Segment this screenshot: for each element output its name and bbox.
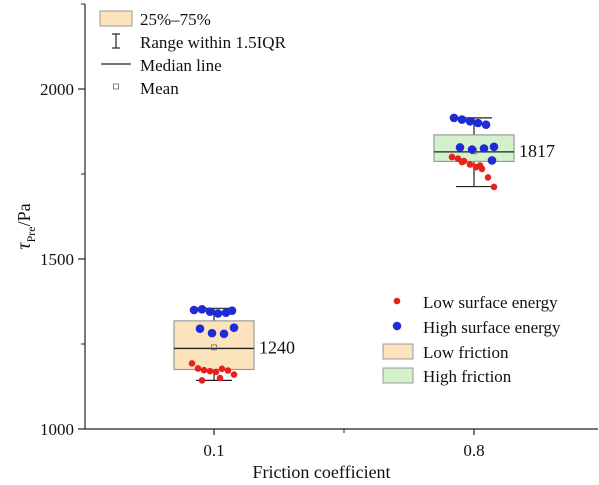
legend-dot-swatch [393,297,401,305]
high-energy-point [205,307,215,317]
legend-top-label: Mean [140,79,179,98]
y-axis-label-unit: /Pa [14,203,34,226]
mean-marker [211,344,217,351]
low-energy-point [212,368,220,376]
box-value-label: 1817 [519,141,555,161]
high-energy-point [449,113,459,123]
legend-dot-swatch [392,321,402,331]
low-energy-point [188,360,196,367]
low-energy-point [198,377,206,384]
high-energy-point [219,329,229,339]
y-axis-label-symbol: τ [13,242,35,250]
legend-box-swatch [382,343,414,360]
legend-mean-swatch [113,83,119,90]
legend-bottom-label: High surface energy [423,318,561,337]
low-energy-point [224,367,232,374]
high-energy-point [487,156,497,165]
legend-top-label: 25%–75% [140,10,211,29]
low-energy-point [484,174,492,181]
y-axis-label: τPre/Pa [13,203,38,249]
low-energy-point [200,366,208,374]
low-energy-point [490,183,498,191]
legend-bottom-label: High friction [423,367,512,386]
high-energy-point [489,142,499,152]
low-energy-point [194,365,202,372]
x-tick-label: 0.1 [203,441,224,460]
high-energy-point [457,115,467,124]
high-energy-point [455,143,465,152]
x-tick-label: 0.8 [463,441,484,460]
high-energy-point [465,117,475,126]
high-energy-point [229,323,239,332]
high-energy-point [481,120,491,129]
high-energy-point [197,305,207,314]
legend-bottom-label: Low friction [423,343,509,362]
high-energy-point [195,324,205,334]
legend-top-label: Median line [140,56,222,75]
high-energy-point [473,118,483,128]
high-energy-point [467,145,477,154]
low-energy-point [216,374,224,382]
legend-box-swatch [99,10,133,27]
legend-top-label: Range within 1.5IQR [140,33,287,52]
y-tick-label: 1500 [40,250,74,269]
high-energy-point [213,309,223,318]
high-energy-point [189,305,199,315]
high-energy-point [479,144,489,153]
low-energy-point [466,161,474,168]
box-value-label: 1240 [259,337,295,357]
high-energy-point [207,328,217,338]
low-energy-point [458,158,466,166]
x-axis-label: Friction coefficient [252,462,390,482]
y-tick-label: 2000 [40,80,74,99]
low-energy-point [448,153,456,161]
high-energy-point [227,306,237,315]
low-energy-point [230,371,238,378]
low-energy-point [476,162,484,169]
legend-bottom-label: Low surface energy [423,293,558,312]
low-energy-point [218,365,226,373]
y-axis-label-subscript: Pre [24,226,38,242]
y-tick-label: 1000 [40,420,74,439]
low-energy-point [206,367,214,375]
legend-box-swatch [382,367,414,384]
